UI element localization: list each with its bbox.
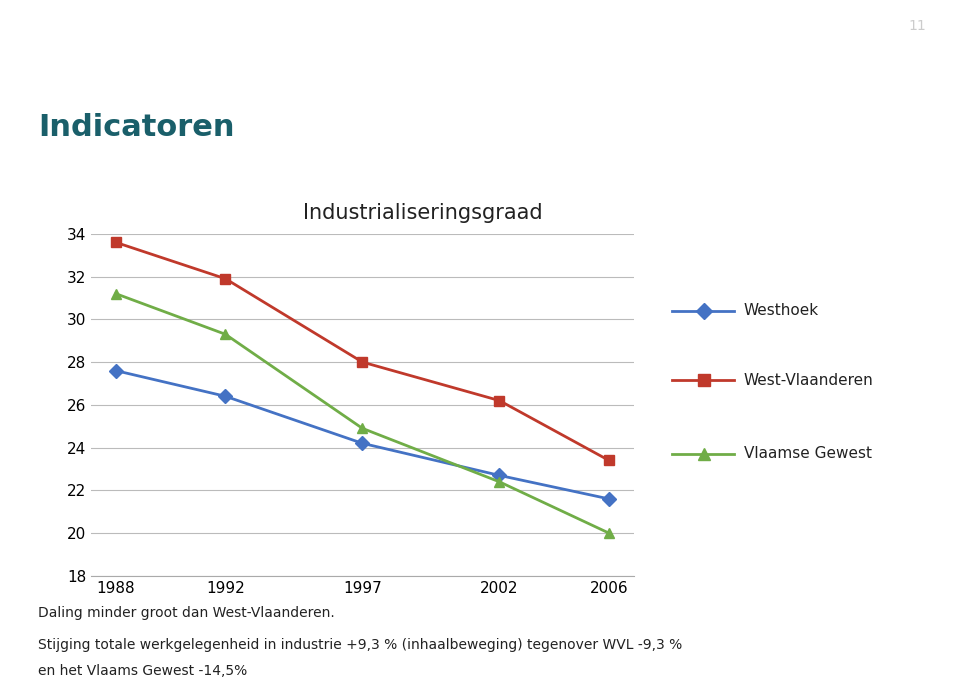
Text: Vlaamse Gewest: Vlaamse Gewest [744,446,872,461]
West-Vlaanderen [220,274,231,283]
Westhoek [603,495,614,503]
Westhoek [220,392,231,401]
Text: 11: 11 [909,19,926,34]
Line: Vlaamse Gewest: Vlaamse Gewest [111,289,613,538]
West-Vlaanderen [493,396,505,405]
Westhoek [110,366,122,375]
West-Vlaanderen [603,456,614,465]
West-Vlaanderen [110,238,122,246]
Vlaamse Gewest [603,529,614,537]
Text: Daling minder groot dan West-Vlaanderen.: Daling minder groot dan West-Vlaanderen. [38,606,335,620]
Text: Westhoek: Westhoek [744,303,819,318]
Vlaamse Gewest [110,290,122,298]
Text: West-Vlaanderen: West-Vlaanderen [744,373,874,388]
Westhoek [356,439,368,447]
Vlaamse Gewest [220,330,231,339]
Westhoek [493,471,505,480]
Text: en het Vlaams Gewest -14,5%: en het Vlaams Gewest -14,5% [38,664,248,678]
Vlaamse Gewest [493,477,505,486]
Vlaamse Gewest [356,424,368,433]
Text: Stijging totale werkgelegenheid in industrie +9,3 % (inhaalbeweging) tegenover W: Stijging totale werkgelegenheid in indus… [38,638,683,652]
West-Vlaanderen [356,358,368,366]
Text: Indicatoren: Indicatoren [38,113,234,142]
Line: West-Vlaanderen: West-Vlaanderen [111,237,613,466]
Text: Industrialiseringsgraad: Industrialiseringsgraad [302,203,542,223]
Line: Westhoek: Westhoek [111,366,613,504]
